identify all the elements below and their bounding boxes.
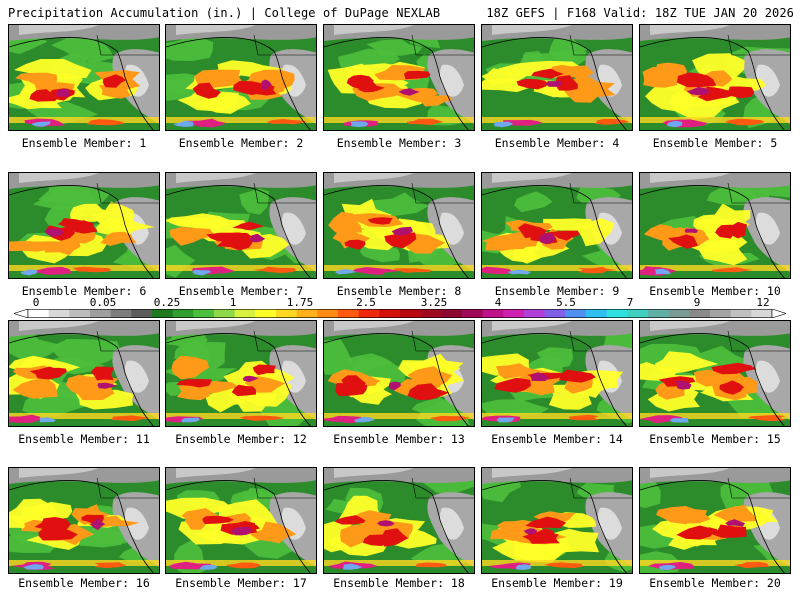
ensemble-member-label: Ensemble Member: 12 bbox=[175, 432, 307, 446]
colorbar-tick-label: 1.75 bbox=[286, 296, 314, 309]
colorbar-tick-label: 3.25 bbox=[420, 296, 448, 309]
header: Precipitation Accumulation (in.) | Colle… bbox=[8, 4, 794, 22]
ensemble-member-map bbox=[323, 467, 475, 574]
ensemble-member-map bbox=[639, 467, 791, 574]
ensemble-member-label: Ensemble Member: 16 bbox=[18, 576, 150, 590]
ensemble-member-label: Ensemble Member: 9 bbox=[494, 284, 620, 298]
ensemble-member-map bbox=[639, 24, 791, 131]
ensemble-member-label: Ensemble Member: 6 bbox=[21, 284, 147, 298]
ensemble-member-map bbox=[8, 172, 160, 279]
ensemble-member-label: Ensemble Member: 14 bbox=[491, 432, 623, 446]
colorbar-tick-label: 12 bbox=[756, 296, 770, 309]
ensemble-member-map bbox=[8, 24, 160, 131]
colorbar-tick-label: 7 bbox=[626, 296, 634, 309]
ensemble-member-map bbox=[481, 24, 633, 131]
ensemble-member-label: Ensemble Member: 3 bbox=[336, 136, 462, 150]
ensemble-member-map bbox=[165, 467, 317, 574]
colorbar-tick-label: 0.25 bbox=[153, 296, 181, 309]
colorbar-labels: 0 0.05 0.25 1 1.75 2.5 3.25 4 5.5 7 9 12 bbox=[0, 296, 800, 309]
ensemble-member-label: Ensemble Member: 13 bbox=[333, 432, 465, 446]
ensemble-member-label: Ensemble Member: 8 bbox=[336, 284, 462, 298]
ensemble-member-map bbox=[639, 172, 791, 279]
ensemble-member-label: Ensemble Member: 10 bbox=[649, 284, 781, 298]
ensemble-member-label: Ensemble Member: 18 bbox=[333, 576, 465, 590]
ensemble-member-label: Ensemble Member: 11 bbox=[18, 432, 150, 446]
ensemble-member-label: Ensemble Member: 17 bbox=[175, 576, 307, 590]
ensemble-member-label: Ensemble Member: 19 bbox=[491, 576, 623, 590]
colorbar bbox=[14, 309, 786, 318]
ensemble-member-map bbox=[165, 172, 317, 279]
colorbar-tick-label: 4 bbox=[494, 296, 502, 309]
ensemble-member-label: Ensemble Member: 5 bbox=[652, 136, 778, 150]
ensemble-member-map bbox=[323, 172, 475, 279]
ensemble-member-map bbox=[639, 320, 791, 427]
valid-time: 18Z GEFS | F168 Valid: 18Z TUE JAN 20 20… bbox=[486, 6, 794, 20]
colorbar-tick-label: 1 bbox=[229, 296, 237, 309]
ensemble-member-label: Ensemble Member: 4 bbox=[494, 136, 620, 150]
colorbar-tick-label: 0.05 bbox=[89, 296, 117, 309]
ensemble-member-map bbox=[481, 320, 633, 427]
ensemble-member-label: Ensemble Member: 7 bbox=[178, 284, 304, 298]
colorbar-tick-label: 9 bbox=[693, 296, 701, 309]
colorbar-tick-label: 2.5 bbox=[356, 296, 376, 309]
ensemble-member-map bbox=[481, 172, 633, 279]
ensemble-member-label: Ensemble Member: 15 bbox=[649, 432, 781, 446]
map-title: Precipitation Accumulation (in.) | Colle… bbox=[8, 6, 441, 20]
colorbar-tick-label: 0 bbox=[32, 296, 40, 309]
ensemble-member-map bbox=[165, 320, 317, 427]
colorbar-tick-label: 5.5 bbox=[556, 296, 576, 309]
ensemble-member-label: Ensemble Member: 2 bbox=[178, 136, 304, 150]
ensemble-member-map bbox=[165, 24, 317, 131]
ensemble-member-label: Ensemble Member: 20 bbox=[649, 576, 781, 590]
ensemble-member-map bbox=[323, 24, 475, 131]
ensemble-member-map bbox=[323, 320, 475, 427]
ensemble-member-label: Ensemble Member: 1 bbox=[21, 136, 147, 150]
ensemble-member-map bbox=[8, 320, 160, 427]
ensemble-member-map bbox=[8, 467, 160, 574]
ensemble-member-map bbox=[481, 467, 633, 574]
